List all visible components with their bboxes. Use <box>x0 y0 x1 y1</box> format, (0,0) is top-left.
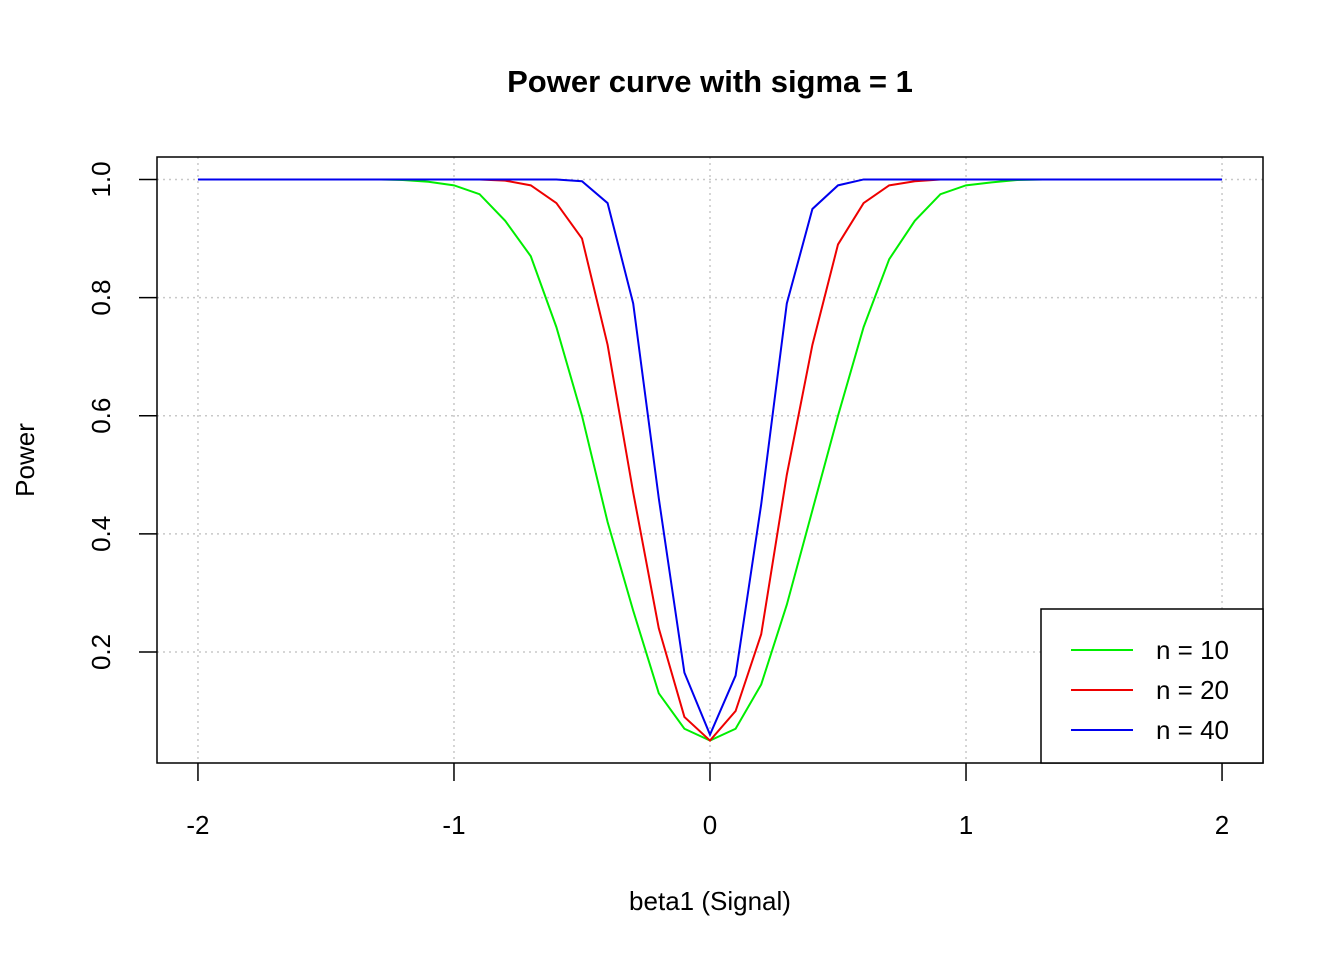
y-tick-label: 1.0 <box>86 161 116 197</box>
y-tick-label: 0.8 <box>86 279 116 315</box>
y-axis-label: Power <box>10 423 40 497</box>
x-tick-label: 2 <box>1215 810 1229 840</box>
x-tick-label: 0 <box>703 810 717 840</box>
line-series <box>197 178 1223 738</box>
chart-title: Power curve with sigma = 1 <box>507 64 913 99</box>
plot-frame <box>156 156 1264 764</box>
x-axis-label: beta1 (Signal) <box>629 886 791 916</box>
legend-label: n = 20 <box>1156 675 1229 705</box>
x-tick-label: 1 <box>959 810 973 840</box>
y-tick-label: 0.2 <box>86 634 116 670</box>
x-tick-label: -1 <box>442 810 465 840</box>
y-tick-label: 0.6 <box>86 398 116 434</box>
legend-box <box>1040 608 1264 764</box>
y-tick-label: 0.4 <box>86 516 116 552</box>
x-tick-label: -2 <box>186 810 209 840</box>
legend-label: n = 10 <box>1156 635 1229 665</box>
legend-label: n = 40 <box>1156 715 1229 745</box>
